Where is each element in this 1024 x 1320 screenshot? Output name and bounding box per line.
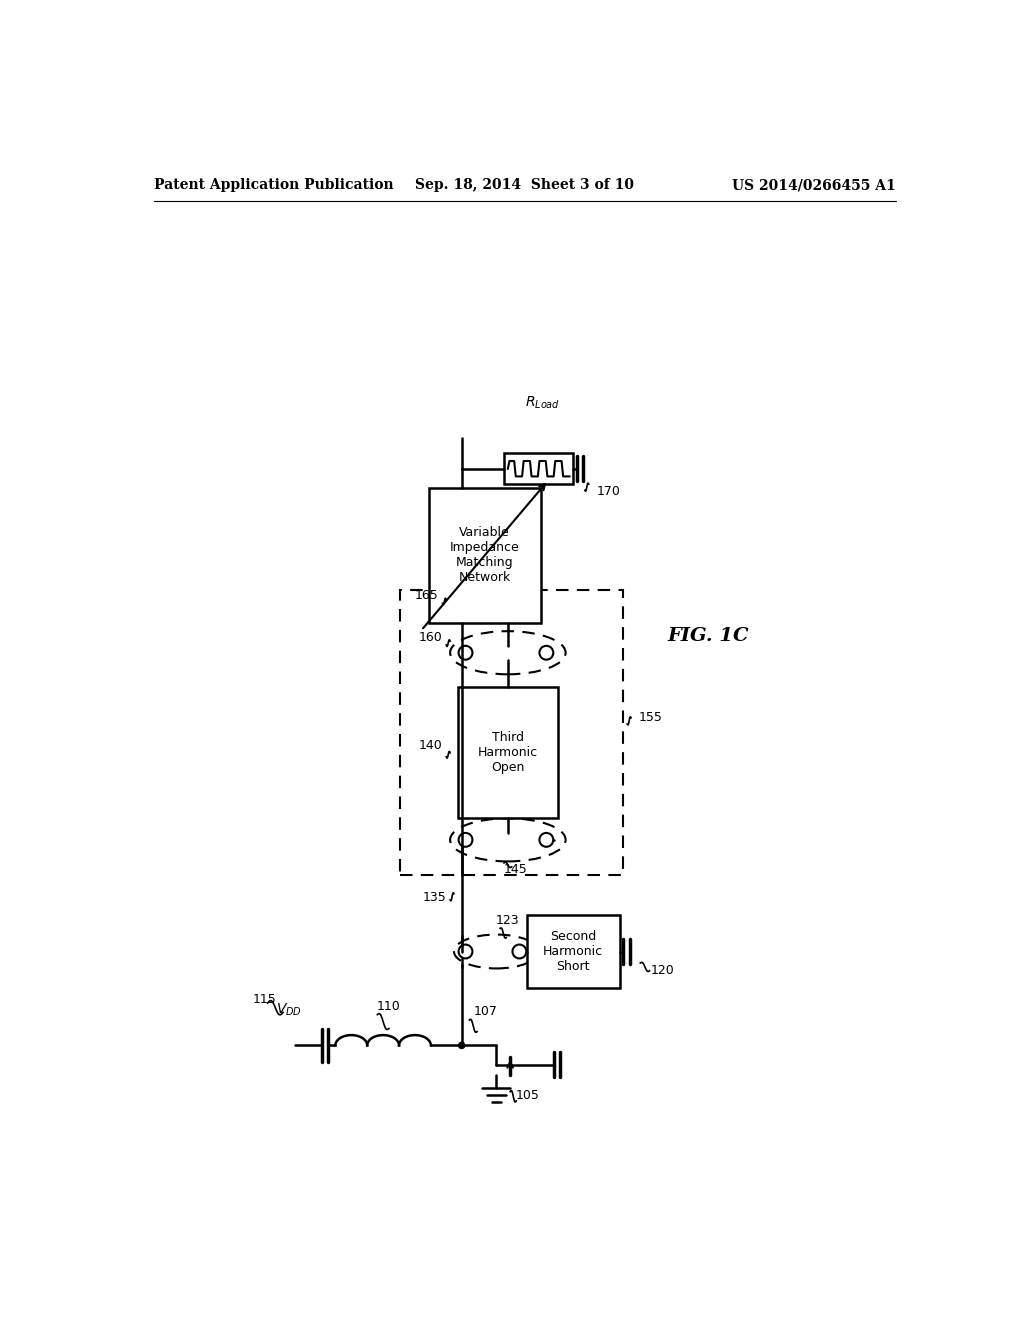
Text: Sep. 18, 2014  Sheet 3 of 10: Sep. 18, 2014 Sheet 3 of 10 [416,178,634,193]
Circle shape [459,645,472,660]
Bar [527,915,620,989]
Text: 105: 105 [515,1089,540,1102]
Text: $R_{Load}$: $R_{Load}$ [525,395,560,411]
Bar [458,688,558,818]
Circle shape [459,945,472,958]
Text: Second
Harmonic
Short: Second Harmonic Short [544,931,603,973]
Circle shape [540,645,553,660]
Ellipse shape [451,818,565,862]
Text: 165: 165 [415,589,438,602]
Circle shape [540,833,553,847]
Text: FIG. 1C: FIG. 1C [668,627,749,644]
Text: 110: 110 [377,1001,400,1014]
Text: 170: 170 [596,486,621,499]
Text: 135: 135 [423,891,446,904]
Circle shape [512,945,526,958]
Text: 145: 145 [504,862,527,875]
Ellipse shape [451,631,565,675]
Text: 123: 123 [496,913,519,927]
Text: 120: 120 [650,964,674,977]
Text: $V_{DD}$: $V_{DD}$ [276,1002,302,1019]
Circle shape [459,833,472,847]
Text: 140: 140 [419,739,442,751]
Bar [429,488,541,623]
Text: 107: 107 [473,1006,497,1019]
Text: US 2014/0266455 A1: US 2014/0266455 A1 [732,178,896,193]
Text: 160: 160 [419,631,442,644]
Ellipse shape [454,935,539,969]
Circle shape [459,1043,465,1048]
Text: Patent Application Publication: Patent Application Publication [154,178,393,193]
Text: 115: 115 [252,993,276,1006]
Text: 155: 155 [639,711,663,725]
Bar [400,590,624,875]
Text: Third
Harmonic
Open: Third Harmonic Open [478,731,538,775]
Bar [504,453,573,484]
Text: Variable
Impedance
Matching
Network: Variable Impedance Matching Network [450,527,519,585]
